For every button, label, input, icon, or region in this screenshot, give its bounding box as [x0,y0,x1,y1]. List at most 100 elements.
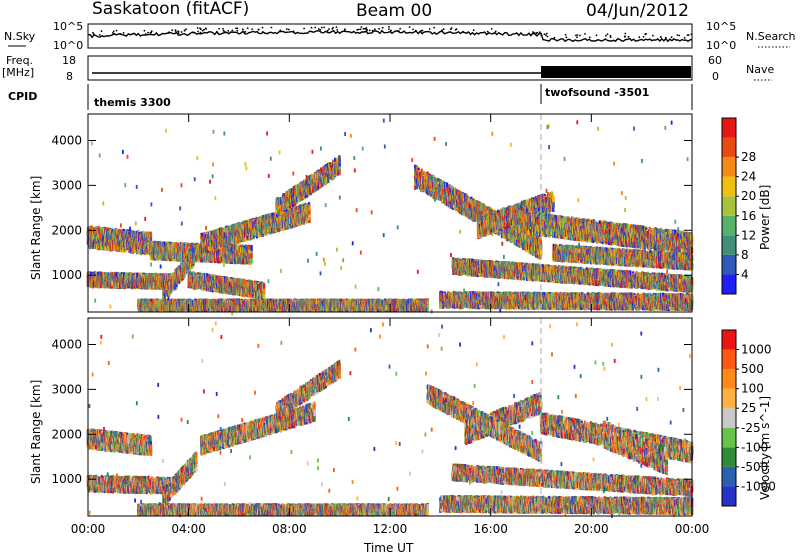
nsearch-point [412,29,414,31]
nsearch-point [638,36,640,38]
nsearch-point [382,27,384,29]
nsearch-point [399,28,401,30]
nsearch-tick-top: 10^5 [706,20,736,33]
nsearch-point [596,34,598,36]
nsearch-point [203,29,205,31]
nsearch-point [495,31,497,33]
nsearch-point [536,32,538,34]
nsearch-point [318,28,320,30]
nsearch-point [193,32,195,34]
nsearch-point [184,30,186,32]
nsearch-point [293,30,295,32]
nsearch-point [451,27,453,29]
nsearch-point [589,37,591,39]
nsearch-point [286,28,288,30]
nsearch-point [644,33,646,35]
freq-unit: [MHz] [2,66,34,79]
nsearch-point [378,28,380,30]
nsearch-point [202,30,204,32]
cpid-segment-twofsound: twofsound -3501 [545,86,649,99]
nsearch-point [388,28,390,30]
nsearch-point [197,27,199,29]
nsearch-point [554,37,556,39]
power-heatmap [87,119,693,316]
nsky-tick-bottom: 10^0 [53,39,83,52]
nsearch-point [441,29,443,31]
nsearch-point [113,31,115,33]
nsearch-tick-bottom: 10^0 [706,39,736,52]
nsearch-point [374,28,376,30]
nsearch-point [607,33,609,35]
nsearch-point [114,33,116,35]
nsearch-point [171,29,173,31]
nsearch-point [262,31,264,33]
nsky-label: N.Sky [4,30,36,43]
nsearch-point [258,29,260,31]
nsearch-point [199,27,201,29]
nsearch-point [262,27,264,29]
nsearch-point [327,30,329,32]
nsearch-point [576,36,578,38]
date-title: 04/Jun/2012 [586,1,689,21]
nave-block-twofsound [541,66,691,78]
nsearch-point [660,36,662,38]
nsearch-label: N.Search [746,30,796,43]
nsearch-point [236,27,238,29]
beam-title: Beam 00 [356,1,432,21]
nsearch-point [200,32,202,34]
nsearch-point [579,35,581,37]
nsearch-point [181,31,183,33]
nsearch-point [236,30,238,32]
nsearch-point [624,33,626,35]
nsearch-point [123,32,125,34]
nsearch-point [628,36,630,38]
nsearch-point [532,31,534,33]
nsearch-point [224,31,226,33]
nsearch-point [652,35,654,37]
nsearch-point [178,32,180,34]
nsearch-point [643,36,645,38]
nsearch-point [336,26,338,28]
nsearch-point [319,29,321,31]
nsearch-point [566,36,568,38]
nsearch-point [222,28,224,30]
nsearch-point [242,28,244,30]
nsearch-point [544,33,546,35]
nsearch-point [398,30,400,32]
nsearch-point [363,28,365,30]
nsearch-point [344,28,346,30]
nsearch-point [678,35,680,37]
nsearch-point [227,30,229,32]
nsearch-point [605,35,607,37]
nsearch-point [168,31,170,33]
nsearch-point [231,30,233,32]
nsearch-point [120,33,122,35]
echo-cell [150,232,152,238]
freq-tick-top: 18 [62,54,76,67]
nsearch-point [584,33,586,35]
nsearch-point [575,35,577,37]
nsearch-point [177,30,179,32]
nsearch-point [288,29,290,31]
nsearch-point [545,34,547,36]
nsearch-point [101,30,103,32]
nsearch-point [415,30,417,32]
nsearch-point [409,26,411,28]
nsearch-point [323,27,325,29]
nsearch-point [271,27,273,29]
nsearch-point [369,30,371,32]
nsearch-point [328,28,330,30]
nsearch-point [684,37,686,39]
nsearch-point [360,28,362,30]
nave-label: Nave [746,63,774,76]
nsky-tick-top: 10^5 [53,20,83,33]
nsearch-point [433,27,435,29]
nsearch-point [546,33,548,35]
nsearch-point [540,35,542,37]
nsearch-point [624,36,626,38]
nsearch-point [487,31,489,33]
nsearch-point [279,30,281,32]
nsearch-point [443,28,445,30]
freq-tick-bottom: 8 [66,70,73,83]
